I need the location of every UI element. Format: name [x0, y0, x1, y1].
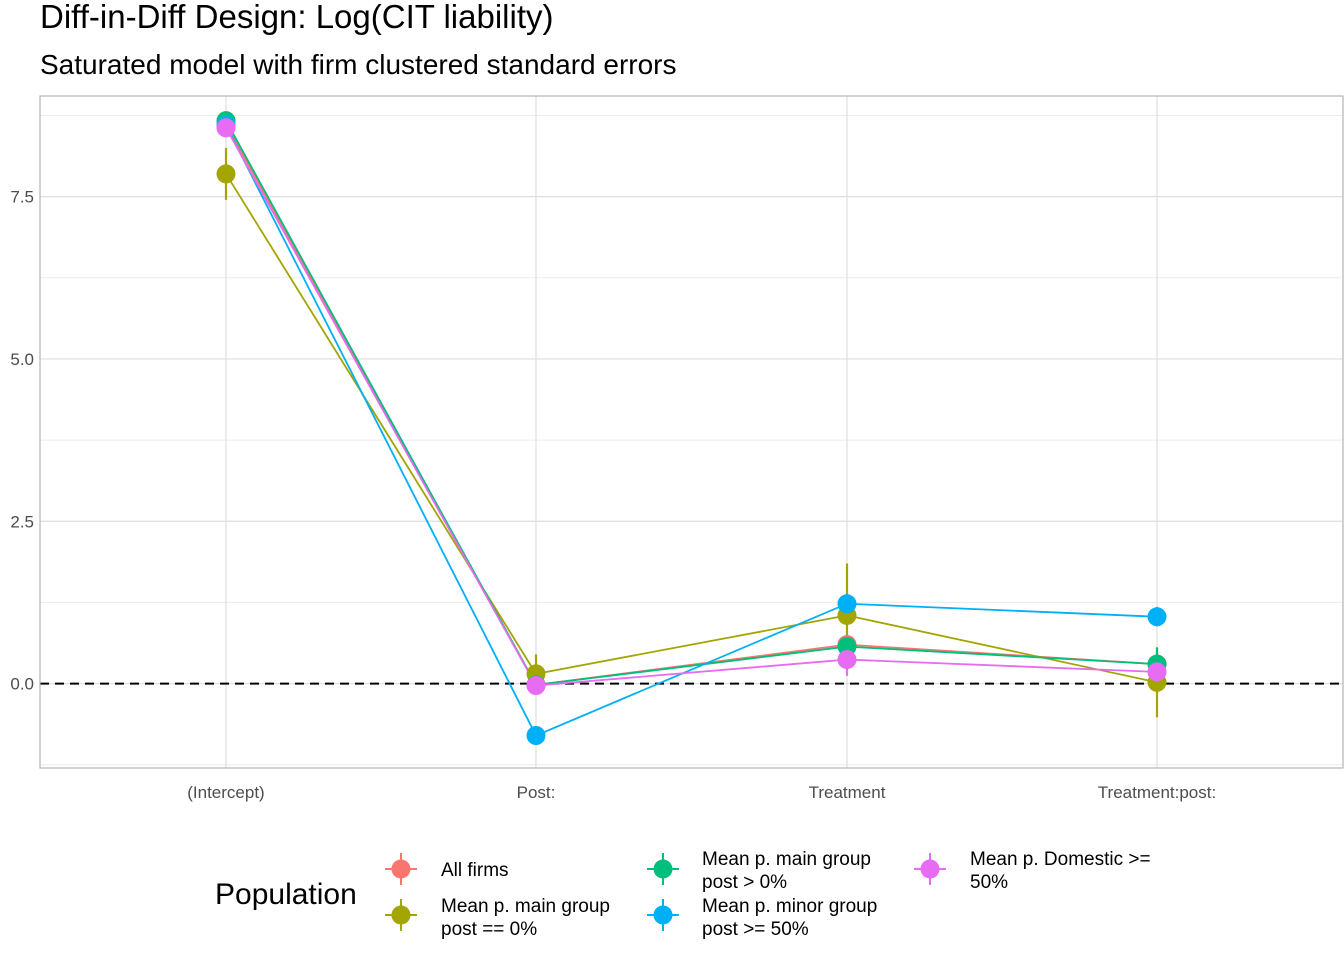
data-point	[1147, 662, 1167, 682]
data-point	[1147, 607, 1167, 627]
data-point	[526, 726, 546, 746]
chart-subtitle: Saturated model with firm clustered stan…	[40, 49, 677, 80]
x-tick-label: Post:	[517, 783, 556, 802]
plot-border	[39, 95, 1344, 769]
legend-label: All firms	[441, 860, 509, 881]
data-point	[837, 637, 857, 657]
x-tick-label: (Intercept)	[187, 783, 264, 802]
x-axis-ticks: (Intercept) Post: Treatment Treatment:post:	[187, 783, 1216, 802]
legend-key-point	[920, 859, 940, 879]
legend-key-point	[391, 905, 411, 925]
legend-label-line: All firms	[441, 860, 509, 881]
legend-key-point	[653, 859, 673, 879]
plot-area	[39, 95, 1344, 769]
x-tick-label: Treatment:post:	[1098, 783, 1216, 802]
legend-key	[647, 853, 679, 885]
x-tick-label: Treatment	[809, 783, 886, 802]
minor-grid	[40, 114, 1343, 766]
legend-key	[647, 899, 679, 931]
series-lines	[225, 120, 1158, 737]
legend-key-point	[653, 905, 673, 925]
legend-label: Mean p. minor group post >= 50%	[702, 896, 877, 940]
data-point	[837, 650, 857, 670]
legend-key-point	[391, 859, 411, 879]
y-axis-ticks: 0.0 2.5 5.0 7.5	[10, 188, 34, 694]
legend-label: Mean p. main group post == 0%	[441, 896, 610, 940]
legend-key	[914, 853, 946, 885]
legend-label: Mean p. Domestic >= 50%	[970, 849, 1151, 893]
legend-label-line: post >= 50%	[702, 919, 809, 940]
data-point	[216, 164, 236, 184]
legend-title: Population	[215, 878, 357, 911]
legend-label-line: Mean p. minor group	[702, 896, 877, 917]
y-tick-label: 0.0	[10, 675, 34, 694]
y-tick-label: 7.5	[10, 188, 34, 207]
plot-background	[40, 96, 1343, 768]
legend-label: Mean p. main group post > 0%	[702, 849, 871, 893]
y-tick-label: 2.5	[10, 512, 34, 531]
data-point	[837, 594, 857, 614]
legend-label-line: Mean p. main group	[441, 896, 610, 917]
series-line	[225, 173, 1158, 684]
legend-label-line: 50%	[970, 872, 1008, 893]
legend-label-line: Mean p. Domestic >=	[970, 849, 1151, 870]
legend-label-line: post > 0%	[702, 872, 787, 893]
data-point	[526, 676, 546, 696]
legend-key	[385, 899, 417, 931]
data-point	[216, 118, 236, 138]
series-line	[225, 120, 1158, 686]
series-line	[225, 127, 1158, 687]
legend-key	[385, 853, 417, 885]
data-points	[216, 111, 1167, 746]
series-line	[225, 124, 1158, 737]
legend-label-line: Mean p. main group	[702, 849, 871, 870]
legend-label-line: post == 0%	[441, 919, 537, 940]
y-tick-label: 5.0	[10, 350, 34, 369]
chart-title: Diff-in-Diff Design: Log(CIT liability)	[40, 0, 554, 35]
